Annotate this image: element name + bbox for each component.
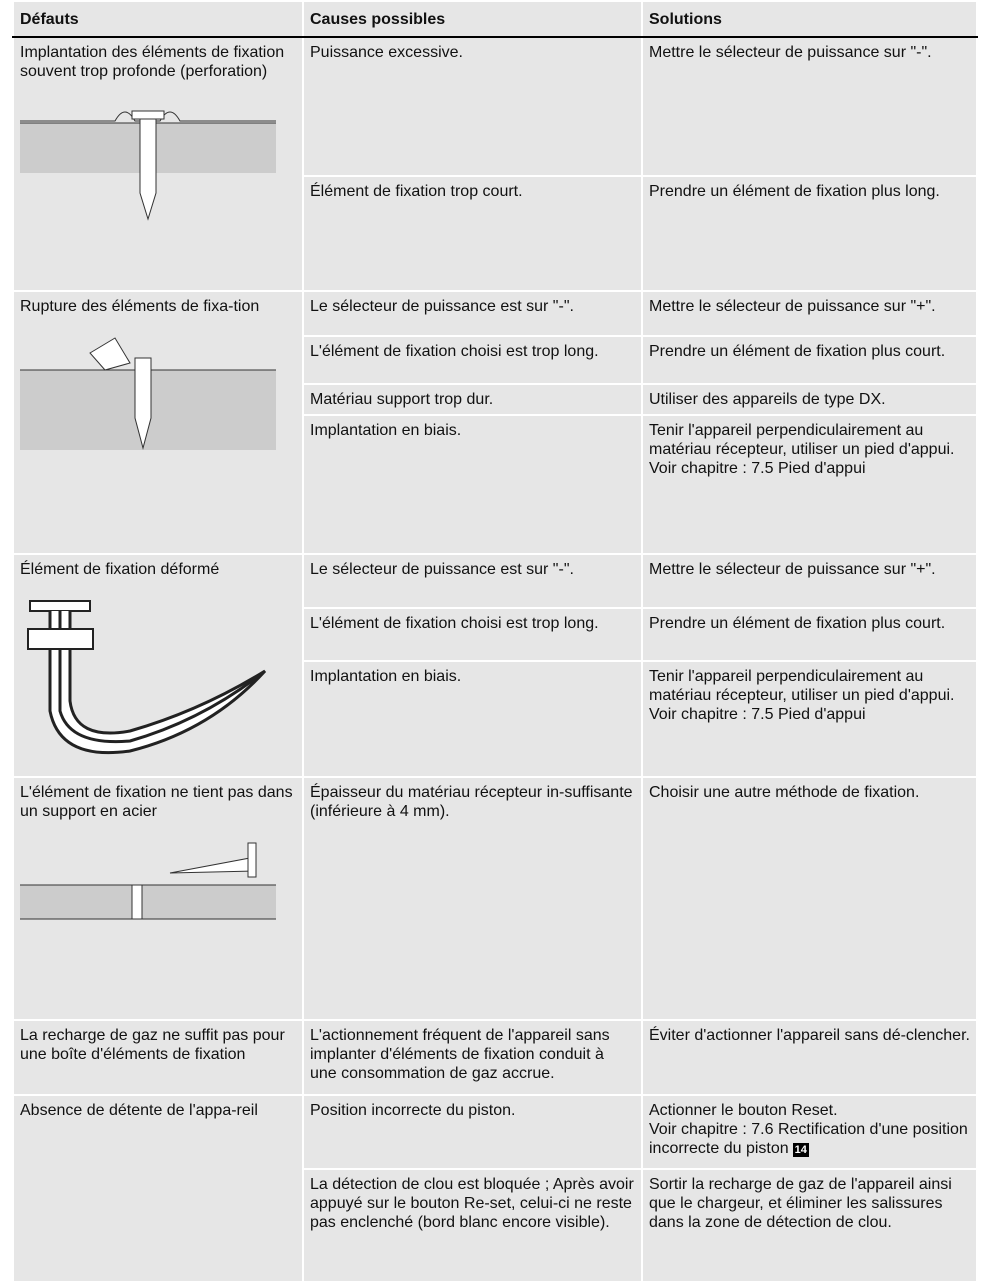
solution-cell: Mettre le sélecteur de puissance sur "-"… xyxy=(641,36,978,177)
solution-text: Voir chapitre : 7.5 Pied d'appui xyxy=(649,706,866,724)
table-row: L'élément de fixation ne tient pas dans … xyxy=(12,776,978,1021)
cause-cell: Implantation en biais. xyxy=(302,660,643,778)
table-row: Implantation des éléments de fixation so… xyxy=(12,36,978,292)
solution-line: Sortir la recharge de gaz de l'appareil … xyxy=(649,1175,970,1232)
cause-cell: Le sélecteur de puissance est sur "-". xyxy=(302,552,643,610)
table-row: L'élément de fixation choisi est trop lo… xyxy=(13,607,978,663)
solution-text: Tenir l'appareil perpendiculairement au … xyxy=(649,668,955,705)
solution-text: Actionner le bouton Reset. xyxy=(649,1102,838,1119)
table-row: La détection de clou est bloquée ; Après… xyxy=(13,1168,978,1283)
solution-text: Prendre un élément de fixation plus cour… xyxy=(649,615,946,633)
header-cell: Solutions xyxy=(641,0,978,38)
defect-text: La recharge de gaz ne suffit pas pour un… xyxy=(20,1027,285,1063)
solution-cell: Tenir l'appareil perpendiculairement au … xyxy=(641,660,978,778)
table-row: La recharge de gaz ne suffit pas pour un… xyxy=(12,1019,978,1096)
cause-cell: Implantation en biais. xyxy=(302,414,643,555)
solution-cell: Actionner le bouton Reset. Voir chapitre … xyxy=(641,1094,978,1170)
solution-text: Éviter d'actionner l'appareil sans dé-cl… xyxy=(649,1027,970,1044)
solution-cell: Prendre un élément de fixation plus cour… xyxy=(641,607,978,663)
solution-text: Utiliser des appareils de type DX. xyxy=(649,391,886,408)
solution-cell: Mettre le sélecteur de puissance sur "+"… xyxy=(641,552,978,610)
troubleshooting-table: Défauts Causes possibles Solutions Implant… xyxy=(12,0,978,1283)
header-cell: Défauts xyxy=(12,0,304,38)
solution-cell: Utiliser des appareils de type DX. xyxy=(641,383,978,416)
illustration xyxy=(20,93,296,223)
solution-text: Mettre le sélecteur de puissance sur "-"… xyxy=(649,44,932,61)
cause-cell: La détection de clou est bloquée ; Après… xyxy=(302,1168,643,1283)
solution-line: Prendre un élément de fixation plus long… xyxy=(649,182,970,201)
solution-cell: Mettre le sélecteur de puissance sur "+"… xyxy=(641,290,978,337)
defect-cell: Rupture des éléments de fixa-tion xyxy=(12,290,304,555)
table-row: Rupture des éléments de fixa-tion Le séle… xyxy=(12,290,978,555)
solution-line: Mettre le sélecteur de puissance sur "+"… xyxy=(649,297,970,316)
defect-text: Rupture des éléments de fixa-tion xyxy=(20,298,260,315)
solution-cell: Sortir la recharge de gaz de l'appareil … xyxy=(641,1168,978,1283)
solution-text: Prendre un élément de fixation plus long… xyxy=(649,183,940,200)
table-row: L'élément de fixation choisi est trop lo… xyxy=(13,335,978,385)
header-row: Défauts Causes possibles Solutions xyxy=(12,0,978,38)
table-row: Absence de détente de l'appa-reil Positio… xyxy=(12,1094,978,1283)
solution-text: Tenir l'appareil perpendiculairement au … xyxy=(649,422,955,458)
defect-text: Absence de détente de l'appa-reil xyxy=(20,1102,258,1119)
cause-cell: Position incorrecte du piston. xyxy=(302,1094,643,1170)
solution-line: Tenir l'appareil perpendiculairement au … xyxy=(649,667,970,705)
defect-cell: Implantation des éléments de fixation so… xyxy=(12,36,304,292)
solution-cell: Prendre un élément de fixation plus cour… xyxy=(641,335,978,385)
defect-text: Implantation des éléments de fixation so… xyxy=(20,44,285,80)
table-row: Implantation en biais. Tenir l'appareil p… xyxy=(13,660,978,778)
cause-cell: Épaisseur du matériau récepteur in-suffi… xyxy=(302,776,643,1021)
cause-cell: Élément de fixation trop court. xyxy=(302,175,643,292)
solution-line: Voir chapitre : 7.5 Pied d'appui xyxy=(649,705,970,724)
solution-text: Mettre le sélecteur de puissance sur "+"… xyxy=(649,298,936,315)
solution-cell: Prendre un élément de fixation plus long… xyxy=(641,175,978,292)
cause-cell: L'actionnement fréquent de l'appareil sa… xyxy=(302,1019,643,1096)
solution-cell: Éviter d'actionner l'appareil sans dé-cl… xyxy=(641,1019,978,1096)
defect-cell: L'élément de fixation ne tient pas dans … xyxy=(12,776,304,1021)
defect-cell: La recharge de gaz ne suffit pas pour un… xyxy=(12,1019,304,1096)
solution-line: Tenir l'appareil perpendiculairement au … xyxy=(649,421,970,459)
solution-line: Voir chapitre : 7.5 Pied d'appui xyxy=(649,459,970,478)
solution-line: Choisir une autre méthode de fixation. xyxy=(649,783,970,802)
solution-text: Mettre le sélecteur de puissance sur "+"… xyxy=(649,561,936,578)
cause-cell: Puissance excessive. xyxy=(302,36,643,177)
solution-line: Actionner le bouton Reset. xyxy=(649,1101,970,1120)
table-row: Matériau support trop dur. Utiliser des a… xyxy=(13,383,978,416)
solution-line: Voir chapitre : 7.6 Rectification d'une … xyxy=(649,1120,970,1158)
solution-line: Prendre un élément de fixation plus cour… xyxy=(649,614,970,633)
defect-cell: Absence de détente de l'appa-reil xyxy=(12,1094,304,1283)
cause-cell: L'élément de fixation choisi est trop lo… xyxy=(302,607,643,663)
solution-text: Voir chapitre : 7.6 Rectification d'une … xyxy=(649,1121,968,1157)
solution-cell: Tenir l'appareil perpendiculairement au … xyxy=(641,414,978,555)
illustration xyxy=(20,591,296,771)
defect-text: L'élément de fixation ne tient pas dans … xyxy=(20,784,293,820)
solution-line: Mettre le sélecteur de puissance sur "-"… xyxy=(649,43,970,62)
solution-line: Éviter d'actionner l'appareil sans dé-cl… xyxy=(649,1026,970,1045)
cause-cell: Matériau support trop dur. xyxy=(302,383,643,416)
solution-line: Mettre le sélecteur de puissance sur "+"… xyxy=(649,560,970,579)
solution-line: Prendre un élément de fixation plus cour… xyxy=(649,342,970,361)
table-row: Élément de fixation trop court. Prendre u… xyxy=(13,175,978,292)
figure-badge: 14 xyxy=(792,1143,809,1157)
defect-text: Élément de fixation déformé xyxy=(20,561,220,578)
solution-text: Sortir la recharge de gaz de l'appareil … xyxy=(649,1176,952,1231)
solution-cell: Choisir une autre méthode de fixation. xyxy=(641,776,978,1021)
header-cell: Causes possibles xyxy=(302,0,643,38)
illustration xyxy=(20,833,296,953)
illustration xyxy=(20,328,296,458)
solution-text: Prendre un élément de fixation plus cour… xyxy=(649,343,946,360)
solution-text: Voir chapitre : 7.5 Pied d'appui xyxy=(649,460,866,477)
defect-cell: Élément de fixation déformé xyxy=(12,553,304,778)
cause-cell: Le sélecteur de puissance est sur "-". xyxy=(302,290,643,337)
solution-line: Utiliser des appareils de type DX. xyxy=(649,390,970,409)
table-row: Implantation en biais. Tenir l'appareil p… xyxy=(13,414,978,555)
solution-text: Choisir une autre méthode de fixation. xyxy=(649,784,920,801)
table-row: Élément de fixation déformé Le sélecteur … xyxy=(12,552,978,778)
cause-cell: L'élément de fixation choisi est trop lo… xyxy=(302,335,643,385)
